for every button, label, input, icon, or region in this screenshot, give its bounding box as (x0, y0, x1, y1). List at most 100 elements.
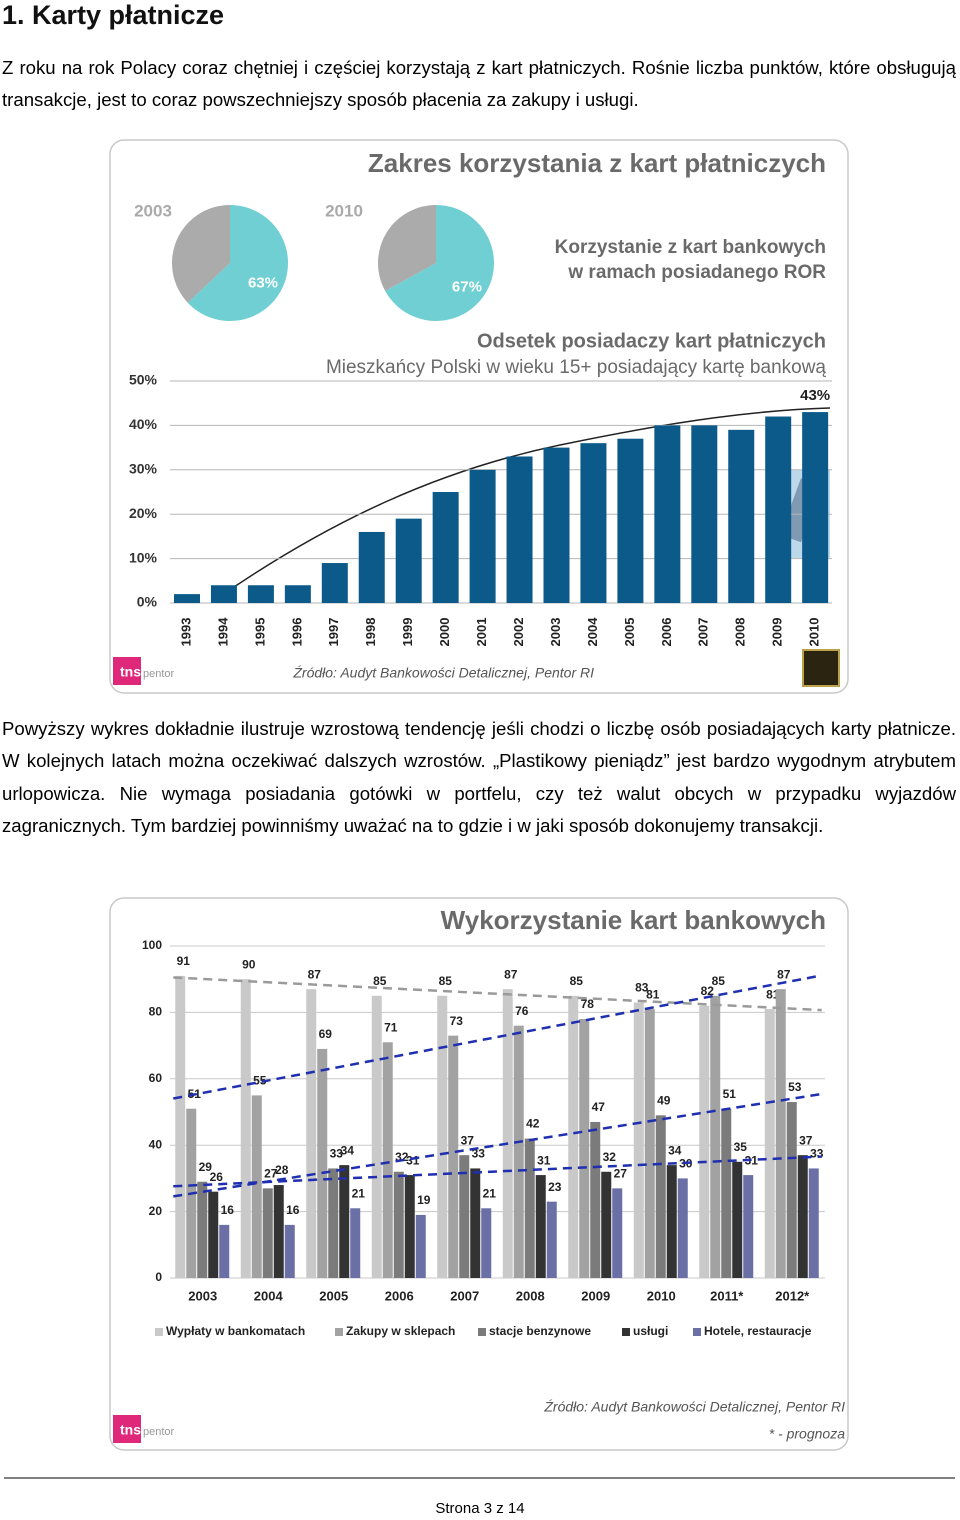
y-tick-label: 60 (149, 1071, 163, 1085)
legend-label: stacje benzynowe (489, 1324, 591, 1338)
bar (644, 1009, 655, 1278)
value-label: 82 (701, 984, 715, 998)
value-label: 21 (483, 1186, 497, 1200)
bar (590, 1121, 601, 1278)
bar (765, 416, 792, 603)
bar (579, 1019, 590, 1278)
y-tick-label: 50% (129, 372, 158, 388)
bar (764, 1009, 775, 1278)
value-label: 83 (635, 981, 649, 995)
value-label: 33 (472, 1147, 486, 1161)
value-label: 49 (657, 1093, 671, 1107)
trend-line (173, 974, 822, 1100)
value-label: 53 (788, 1080, 802, 1094)
value-label: 47 (592, 1100, 606, 1114)
bar (284, 1224, 295, 1278)
bar (358, 531, 385, 603)
bar (174, 594, 200, 603)
bar (284, 585, 311, 603)
bar (350, 1208, 361, 1278)
legend-label: usługi (633, 1324, 668, 1338)
value-label: 43% (800, 387, 830, 404)
logo-icon (802, 649, 840, 687)
x-tick-label: 2007 (450, 1288, 479, 1303)
bar (317, 1048, 328, 1278)
bar (699, 1005, 710, 1278)
bar (601, 1171, 612, 1278)
bar (655, 1115, 666, 1278)
bar (175, 975, 186, 1278)
legend-swatch (622, 1328, 630, 1336)
value-label: 91 (177, 954, 191, 968)
value-label: 69 (319, 1027, 333, 1041)
bar (506, 456, 533, 603)
pie-label: 67% (452, 278, 482, 295)
trend-line (173, 1092, 822, 1198)
bar (612, 1188, 623, 1278)
bar (743, 1175, 754, 1278)
note: * - prognoza (769, 1426, 845, 1442)
bar (208, 1191, 219, 1278)
logo-box (113, 657, 141, 685)
value-label: 87 (504, 967, 518, 981)
bar (437, 995, 448, 1278)
pie-caption: Korzystanie z kart bankowych (555, 237, 826, 258)
value-label: 42 (526, 1117, 540, 1131)
y-tick-label: 20% (129, 505, 158, 521)
value-label: 27 (614, 1167, 628, 1181)
x-tick-label: 2004 (254, 1288, 284, 1303)
x-tick-label: 2011* (710, 1288, 744, 1303)
bar (395, 518, 422, 603)
value-label: 33 (330, 1147, 344, 1161)
bar (432, 492, 459, 603)
value-label: 31 (537, 1153, 551, 1167)
x-tick-label: 1996 (289, 618, 304, 647)
value-label: 76 (515, 1004, 529, 1018)
bar (654, 425, 681, 603)
legend-label: Wypłaty w bankomatach (166, 1324, 305, 1338)
y-tick-label: 100 (142, 938, 162, 952)
x-tick-label: 2003 (548, 618, 563, 647)
value-label: 19 (417, 1193, 431, 1207)
value-label: 85 (439, 974, 453, 988)
bar (535, 1175, 546, 1278)
trend-line (173, 976, 822, 1012)
bar (339, 1165, 350, 1278)
x-tick-label: 2006 (659, 618, 674, 647)
bar (470, 1168, 481, 1278)
value-label: 21 (352, 1186, 366, 1200)
value-label: 55 (253, 1074, 267, 1088)
value-label: 87 (308, 967, 322, 981)
bar (721, 1108, 732, 1278)
pie-slice (385, 205, 494, 321)
bar (382, 1042, 393, 1278)
x-tick-label: 1993 (178, 618, 193, 647)
x-tick-label: 1994 (215, 617, 230, 647)
pie-label: 63% (248, 274, 278, 291)
bar (251, 1095, 262, 1278)
x-tick-label: 1995 (252, 618, 267, 647)
bar (393, 1171, 404, 1278)
value-label: 27 (264, 1167, 278, 1181)
value-label: 33 (810, 1147, 824, 1161)
bar (210, 585, 237, 603)
bar (502, 989, 513, 1278)
bar (240, 979, 251, 1278)
legend-swatch (478, 1328, 486, 1336)
bar (306, 989, 317, 1278)
bar (197, 1181, 208, 1278)
bar (710, 995, 721, 1278)
value-label: 87 (777, 967, 791, 981)
pie-title: 2003 (134, 201, 172, 220)
value-label: 71 (384, 1020, 398, 1034)
x-tick-label: 2010 (807, 618, 822, 647)
logo-brand: tns (120, 664, 141, 680)
value-label: 28 (275, 1163, 289, 1177)
x-tick-label: 2007 (696, 618, 711, 647)
footer: Strona 3 z 14 (435, 1500, 525, 1517)
bar (371, 995, 382, 1278)
pie-slice (187, 205, 289, 321)
bar (797, 1155, 808, 1278)
x-tick-label: 2003 (188, 1288, 217, 1303)
bar (728, 429, 755, 603)
